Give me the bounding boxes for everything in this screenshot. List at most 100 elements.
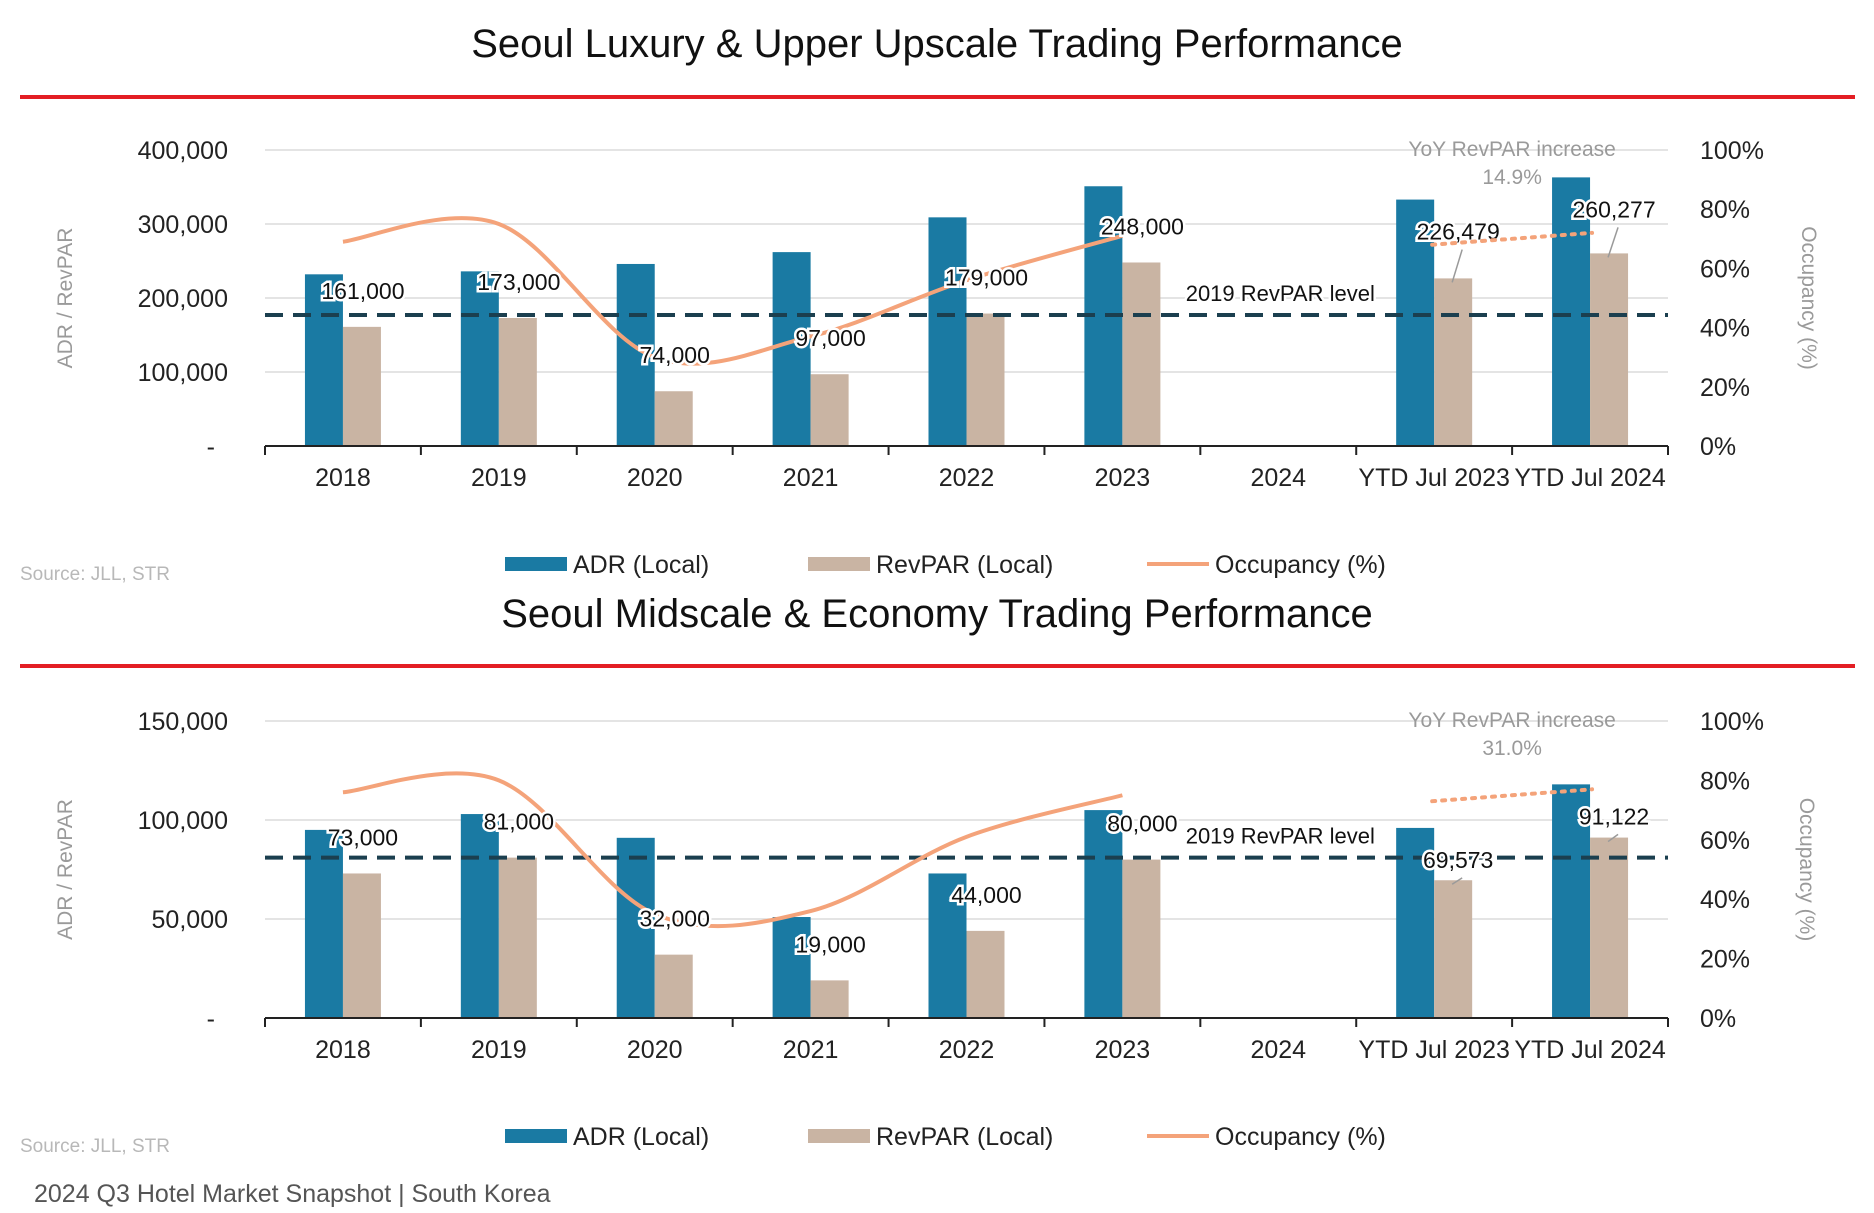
y-tick-label: 50,000	[152, 906, 228, 934]
revpar-data-label: 179,000	[945, 265, 1028, 291]
y2-tick-label: 80%	[1700, 196, 1750, 224]
legend-label: Occupancy (%)	[1215, 551, 1386, 579]
revpar-data-label: 44,000	[951, 882, 1021, 908]
revpar-data-label: 248,000	[1101, 213, 1184, 239]
reference-line-label: 2019 RevPAR level	[1186, 824, 1375, 849]
adr-bar	[616, 837, 655, 1018]
yoy-annotation-text: YoY RevPAR increase	[1408, 709, 1615, 732]
y2-tick-label: 40%	[1700, 886, 1750, 914]
y-tick-label: 200,000	[138, 285, 228, 313]
revpar-bar	[966, 930, 1005, 1018]
revpar-data-label: 161,000	[321, 278, 404, 304]
y-tick-label: 100,000	[138, 359, 228, 387]
x-tick-label: 2021	[783, 1036, 839, 1064]
chart-title: Seoul Luxury & Upper Upscale Trading Per…	[471, 22, 1403, 66]
revpar-bar	[1434, 880, 1473, 1018]
label-leader	[1607, 227, 1619, 258]
revpar-data-label: 74,000	[640, 342, 710, 368]
legend-swatch	[808, 557, 870, 571]
revpar-bar	[1122, 262, 1161, 446]
adr-bar	[772, 917, 811, 1018]
revpar-data-label: 260,277	[1572, 196, 1655, 222]
x-tick-label: YTD Jul 2023	[1358, 464, 1509, 492]
adr-bar	[772, 252, 811, 446]
y2-tick-label: 20%	[1700, 374, 1750, 402]
y2-tick-label: 20%	[1700, 946, 1750, 974]
adr-bar	[928, 873, 967, 1018]
yoy-annotation-text: YoY RevPAR increase	[1408, 138, 1615, 161]
x-tick-label: 2022	[939, 1036, 995, 1064]
reference-line-label: 2019 RevPAR level	[1186, 281, 1375, 306]
revpar-bar	[654, 391, 693, 446]
revpar-bar	[1122, 859, 1161, 1018]
revpar-bar	[342, 873, 381, 1018]
yoy-annotation-value: 14.9%	[1482, 166, 1542, 189]
x-tick-label: 2021	[783, 464, 839, 492]
adr-bar	[460, 814, 499, 1018]
legend-label: RevPAR (Local)	[876, 1123, 1053, 1151]
x-tick-label: 2018	[315, 464, 371, 492]
occupancy-line	[342, 771, 1123, 929]
y2-axis-label: Occupancy (%)	[1797, 226, 1820, 370]
revpar-data-label: 81,000	[484, 809, 554, 835]
y-tick-label: -	[207, 1005, 215, 1033]
yoy-dotted-line	[1430, 230, 1595, 247]
y2-tick-label: 0%	[1700, 433, 1736, 461]
y2-tick-label: 40%	[1700, 315, 1750, 343]
revpar-data-label: 91,122	[1579, 803, 1649, 829]
revpar-bar	[342, 326, 381, 446]
adr-bar	[1084, 810, 1123, 1018]
revpar-bar	[810, 374, 849, 446]
x-tick-label: YTD Jul 2024	[1514, 1036, 1666, 1064]
chart-title: Seoul Midscale & Economy Trading Perform…	[501, 592, 1373, 636]
footer-text: 2024 Q3 Hotel Market Snapshot | South Ko…	[34, 1180, 551, 1208]
revpar-bar	[966, 313, 1005, 446]
revpar-data-label: 32,000	[640, 906, 710, 932]
x-tick-label: 2023	[1095, 464, 1151, 492]
legend-swatch	[808, 1129, 870, 1143]
revpar-data-label: 73,000	[328, 824, 398, 850]
x-tick-label: 2019	[471, 464, 527, 492]
y-tick-label: 400,000	[138, 137, 228, 165]
label-leader	[1451, 249, 1463, 283]
revpar-data-label: 173,000	[477, 269, 560, 295]
adr-bar	[928, 217, 967, 446]
x-tick-label: 2018	[315, 1036, 371, 1064]
label-leader	[1607, 833, 1619, 843]
x-tick-label: 2024	[1250, 1036, 1306, 1064]
adr-bar	[304, 274, 343, 446]
source-note: Source: JLL, STR	[20, 1136, 170, 1157]
revpar-bar	[1590, 253, 1629, 446]
adr-bar	[304, 829, 343, 1018]
x-tick-label: 2019	[471, 1036, 527, 1064]
adr-bar	[1552, 177, 1591, 446]
y2-tick-label: 60%	[1700, 827, 1750, 855]
x-tick-label: 2020	[627, 464, 683, 492]
revpar-bar	[498, 317, 537, 446]
revpar-bar	[1590, 837, 1629, 1018]
y-axis-label: ADR / RevPAR	[54, 228, 77, 369]
y2-tick-label: 100%	[1700, 137, 1764, 165]
x-tick-label: 2022	[939, 464, 995, 492]
y-tick-label: 300,000	[138, 211, 228, 239]
x-tick-label: 2024	[1250, 464, 1306, 492]
y2-tick-label: 80%	[1700, 767, 1750, 795]
revpar-data-label: 19,000	[795, 931, 865, 957]
x-tick-label: YTD Jul 2024	[1514, 464, 1666, 492]
x-tick-label: 2023	[1095, 1036, 1151, 1064]
revpar-bar	[498, 857, 537, 1018]
legend-label: Occupancy (%)	[1215, 1123, 1386, 1151]
legend-swatch	[505, 557, 567, 571]
revpar-data-label: 69,573	[1423, 847, 1493, 873]
yoy-dotted-line	[1430, 787, 1595, 804]
y2-tick-label: 100%	[1700, 708, 1764, 736]
y2-tick-label: 0%	[1700, 1005, 1736, 1033]
revpar-bar	[1434, 278, 1473, 446]
legend-label: ADR (Local)	[573, 1123, 709, 1151]
x-tick-label: 2020	[627, 1036, 683, 1064]
revpar-data-label: 80,000	[1107, 811, 1177, 837]
adr-bar	[460, 271, 499, 446]
legend-swatch	[505, 1129, 567, 1143]
